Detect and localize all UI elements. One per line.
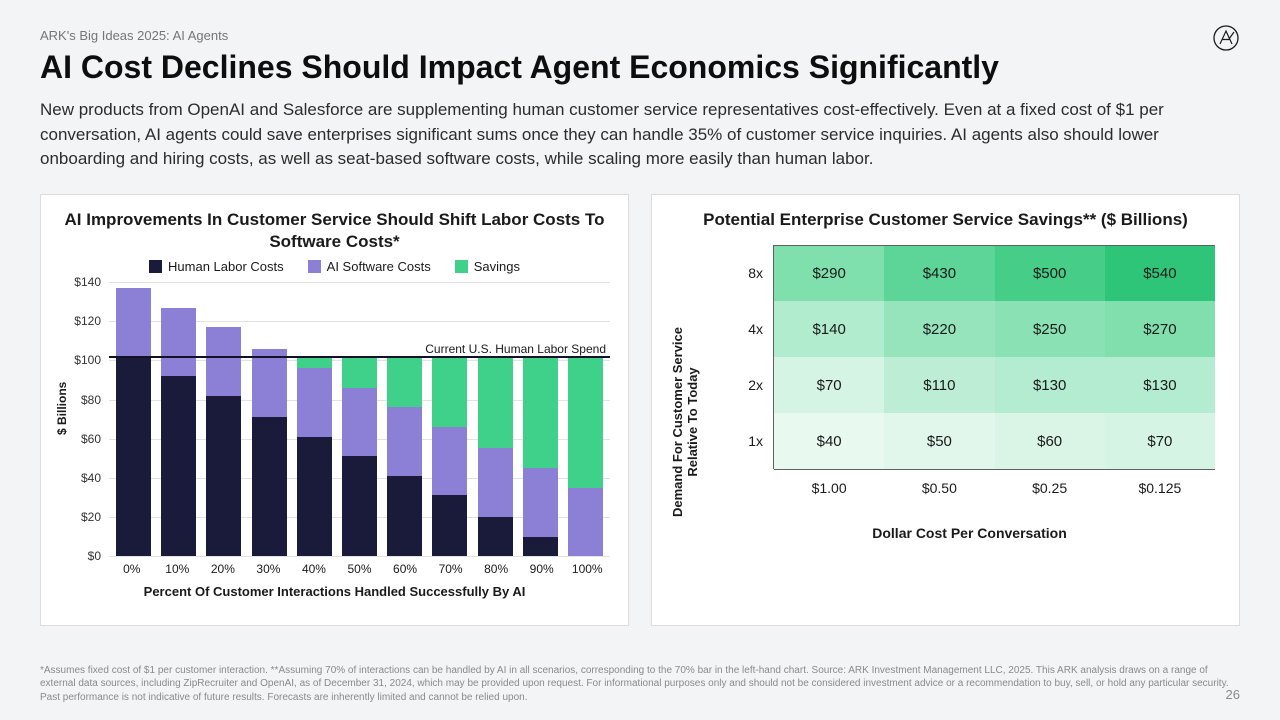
- heatmap-cell: $250: [995, 301, 1105, 357]
- left-chart-panel: AI Improvements In Customer Service Shou…: [40, 194, 629, 626]
- ark-logo: [1212, 24, 1240, 52]
- right-chart-title: Potential Enterprise Customer Service Sa…: [652, 195, 1239, 237]
- heatmap-cell: $430: [884, 245, 994, 301]
- heatmap-row-label: 8x: [724, 245, 774, 301]
- heatmap-col-label: $0.25: [995, 469, 1105, 505]
- page-subtitle: New products from OpenAI and Salesforce …: [40, 98, 1235, 172]
- chart-legend: Human Labor Costs AI Software Costs Saving…: [41, 259, 628, 274]
- heatmap-cell: $40: [774, 413, 884, 469]
- right-chart-panel: Potential Enterprise Customer Service Sa…: [651, 194, 1240, 626]
- heatmap-cell: $140: [774, 301, 884, 357]
- left-yaxis-title: $ Billions: [55, 382, 69, 435]
- bar-stack: [161, 308, 196, 557]
- legend-item: Savings: [455, 259, 520, 274]
- heatmap-cell: $50: [884, 413, 994, 469]
- left-chart-title: AI Improvements In Customer Service Shou…: [41, 195, 628, 259]
- heatmap-cell: $540: [1105, 245, 1215, 301]
- heatmap-cell: $500: [995, 245, 1105, 301]
- bar-stack: [252, 349, 287, 556]
- heatmap-cell: $70: [1105, 413, 1215, 469]
- bar-stack: [297, 357, 332, 557]
- page-title: AI Cost Declines Should Impact Agent Eco…: [40, 49, 1240, 86]
- heatmap-grid: 8x$290$430$500$5404x$140$220$250$2702x$7…: [724, 245, 1215, 505]
- bar-chart-area: $0$20$40$60$80$100$120$140Current U.S. H…: [109, 282, 610, 556]
- bar-stack: [568, 356, 603, 556]
- heatmap-cell: $130: [1105, 357, 1215, 413]
- left-xaxis-title: Percent Of Customer Interactions Handled…: [41, 584, 628, 599]
- heatmap-cell: $220: [884, 301, 994, 357]
- heatmap-row-label: 4x: [724, 301, 774, 357]
- right-yaxis-title: Demand For Customer ServiceRelative To T…: [670, 327, 700, 517]
- heatmap-cell: $70: [774, 357, 884, 413]
- heatmap-row-label: 2x: [724, 357, 774, 413]
- heatmap-col-label: $1.00: [774, 469, 884, 505]
- bar-stack: [478, 356, 513, 556]
- bar-stack: [432, 357, 467, 557]
- heatmap-cell: $60: [995, 413, 1105, 469]
- bar-stack: [342, 356, 377, 556]
- bar-stack: [116, 288, 151, 556]
- right-xaxis-title: Dollar Cost Per Conversation: [724, 525, 1215, 541]
- heatmap-cell: $290: [774, 245, 884, 301]
- bar-stack: [387, 357, 422, 557]
- heatmap-cell: $270: [1105, 301, 1215, 357]
- bar-chart-xlabels: 0%10%20%30%40%50%60%70%80%90%100%: [109, 562, 610, 576]
- breadcrumb: ARK's Big Ideas 2025: AI Agents: [40, 28, 1240, 43]
- heatmap-cell: $110: [884, 357, 994, 413]
- bar-stack: [206, 327, 241, 556]
- legend-item: AI Software Costs: [308, 259, 431, 274]
- page-number: 26: [1226, 686, 1240, 704]
- heatmap-col-label: $0.125: [1105, 469, 1215, 505]
- footnote: *Assumes fixed cost of $1 per customer i…: [40, 664, 1240, 705]
- bar-stack: [523, 357, 558, 557]
- heatmap-row-label: 1x: [724, 413, 774, 469]
- legend-item: Human Labor Costs: [149, 259, 284, 274]
- heatmap-col-label: $0.50: [884, 469, 994, 505]
- heatmap-cell: $130: [995, 357, 1105, 413]
